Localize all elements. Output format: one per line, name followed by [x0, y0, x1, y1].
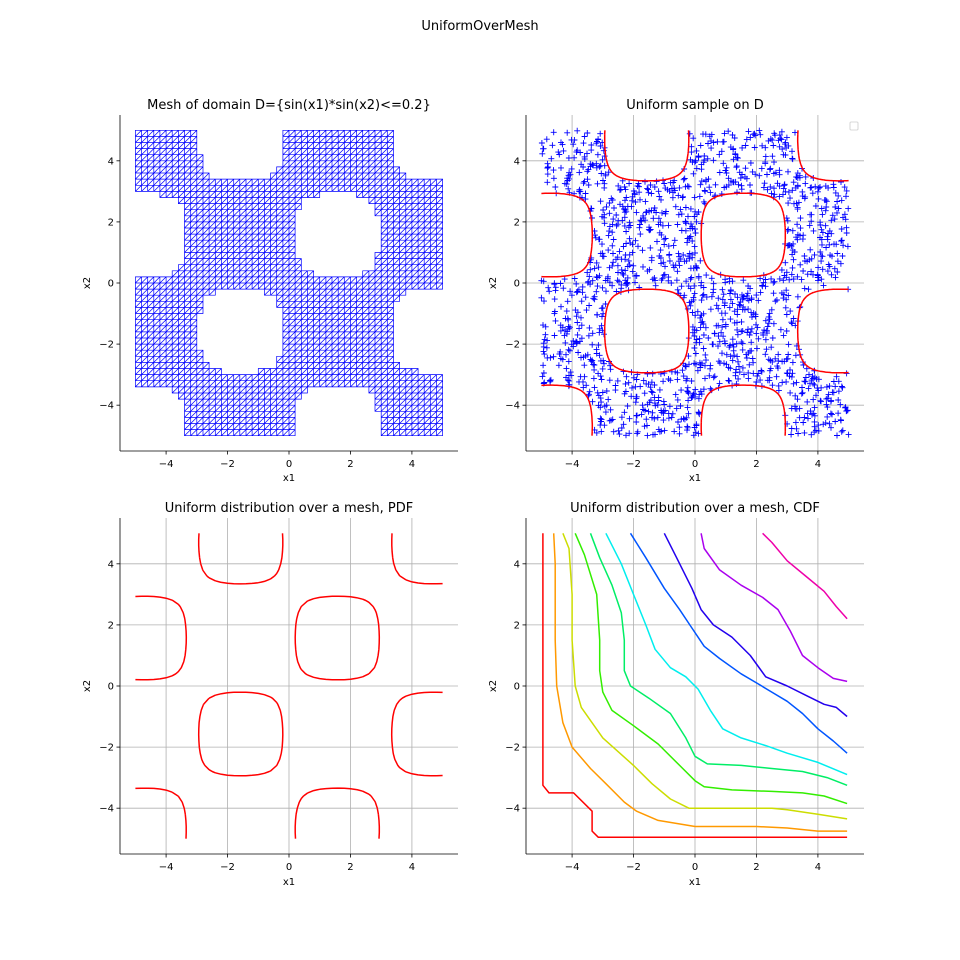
- plot-area: [135, 129, 443, 437]
- y-axis-label: x2: [488, 277, 499, 289]
- x-tick-label: −4: [565, 862, 580, 873]
- y-tick-label: 0: [514, 279, 520, 290]
- y-tick-label: −2: [505, 743, 520, 754]
- mesh-panel: Mesh of domain D={sin(x1)*sin(x2)<=0.2} …: [82, 98, 458, 484]
- y-tick-label: 2: [514, 620, 520, 631]
- cdf-contour-line: [663, 532, 848, 718]
- cdf-contour-line: [562, 533, 848, 820]
- x-tick-label: 4: [409, 459, 415, 470]
- cdf-contour-line: [700, 533, 848, 683]
- y-tick-label: 0: [108, 682, 114, 693]
- y-axis-label: x2: [82, 277, 93, 289]
- y-tick-label: −4: [505, 401, 520, 412]
- x-tick-label: −2: [626, 862, 641, 873]
- y-tick-label: 0: [108, 279, 114, 290]
- x-tick-label: 0: [692, 862, 698, 873]
- figure-title: UniformOverMesh: [421, 19, 538, 34]
- y-tick-label: 2: [514, 217, 520, 228]
- y-tick-label: 2: [108, 217, 114, 228]
- cdf-contour-line: [542, 533, 848, 838]
- pdf-contour: [135, 533, 443, 839]
- x-tick-label: 2: [753, 862, 759, 873]
- x-tick-label: 4: [409, 862, 415, 873]
- x-tick-label: −2: [626, 459, 641, 470]
- x-tick-label: 4: [815, 862, 821, 873]
- x-axis-label: x1: [689, 877, 701, 888]
- x-tick-label: −4: [565, 459, 580, 470]
- y-axis-label: x2: [488, 680, 499, 692]
- plot-area: [542, 532, 848, 838]
- panel-title: Mesh of domain D={sin(x1)*sin(x2)<=0.2}: [147, 98, 431, 113]
- cdf-contour-line: [589, 533, 848, 786]
- y-tick-label: 4: [514, 156, 520, 167]
- panel-title: Uniform distribution over a mesh, CDF: [570, 501, 820, 516]
- cdf-contour-line: [629, 532, 848, 754]
- y-tick-label: 2: [108, 620, 114, 631]
- panel-title: Uniform distribution over a mesh, PDF: [165, 501, 414, 516]
- x-tick-label: −4: [159, 862, 174, 873]
- pdf-panel: Uniform distribution over a mesh, PDF x1…: [82, 501, 458, 888]
- x-tick-label: 2: [347, 459, 353, 470]
- x-axis-label: x1: [283, 877, 295, 888]
- x-tick-label: 0: [286, 459, 292, 470]
- y-tick-label: −2: [99, 340, 114, 351]
- x-axis-label: x1: [689, 473, 701, 484]
- cdf-contour-line: [552, 533, 848, 832]
- mesh-triangles: [135, 129, 443, 437]
- plot-area: [135, 533, 443, 839]
- x-axis-label: x1: [283, 473, 295, 484]
- legend-box: [849, 121, 859, 131]
- y-tick-label: 0: [514, 682, 520, 693]
- y-tick-label: −4: [99, 804, 114, 815]
- y-tick-label: 4: [108, 156, 114, 167]
- y-axis-label: x2: [82, 680, 93, 692]
- x-tick-label: −2: [220, 862, 235, 873]
- y-tick-label: −2: [505, 340, 520, 351]
- x-tick-label: 0: [692, 459, 698, 470]
- x-tick-label: 2: [347, 862, 353, 873]
- cdf-contour-line: [574, 533, 848, 805]
- x-tick-label: −4: [159, 459, 174, 470]
- x-tick-label: 2: [753, 459, 759, 470]
- cdf-contour-line: [605, 532, 848, 776]
- x-tick-label: −2: [220, 459, 235, 470]
- cdf-panel: Uniform distribution over a mesh, CDF x1…: [488, 501, 864, 888]
- y-tick-label: −4: [99, 401, 114, 412]
- sample-panel: Uniform sample on D x1 x2 −4 −2 0 2 4 −4 −2 0 2 4: [488, 98, 864, 484]
- x-tick-label: 0: [286, 862, 292, 873]
- cdf-contour-line: [762, 532, 848, 620]
- y-tick-label: 4: [514, 559, 520, 570]
- plot-area: [538, 127, 852, 439]
- y-tick-label: −2: [99, 743, 114, 754]
- x-tick-label: 4: [815, 459, 821, 470]
- panel-title: Uniform sample on D: [626, 98, 764, 113]
- y-tick-label: −4: [505, 804, 520, 815]
- domain-boundary: [541, 130, 849, 436]
- y-tick-label: 4: [108, 559, 114, 570]
